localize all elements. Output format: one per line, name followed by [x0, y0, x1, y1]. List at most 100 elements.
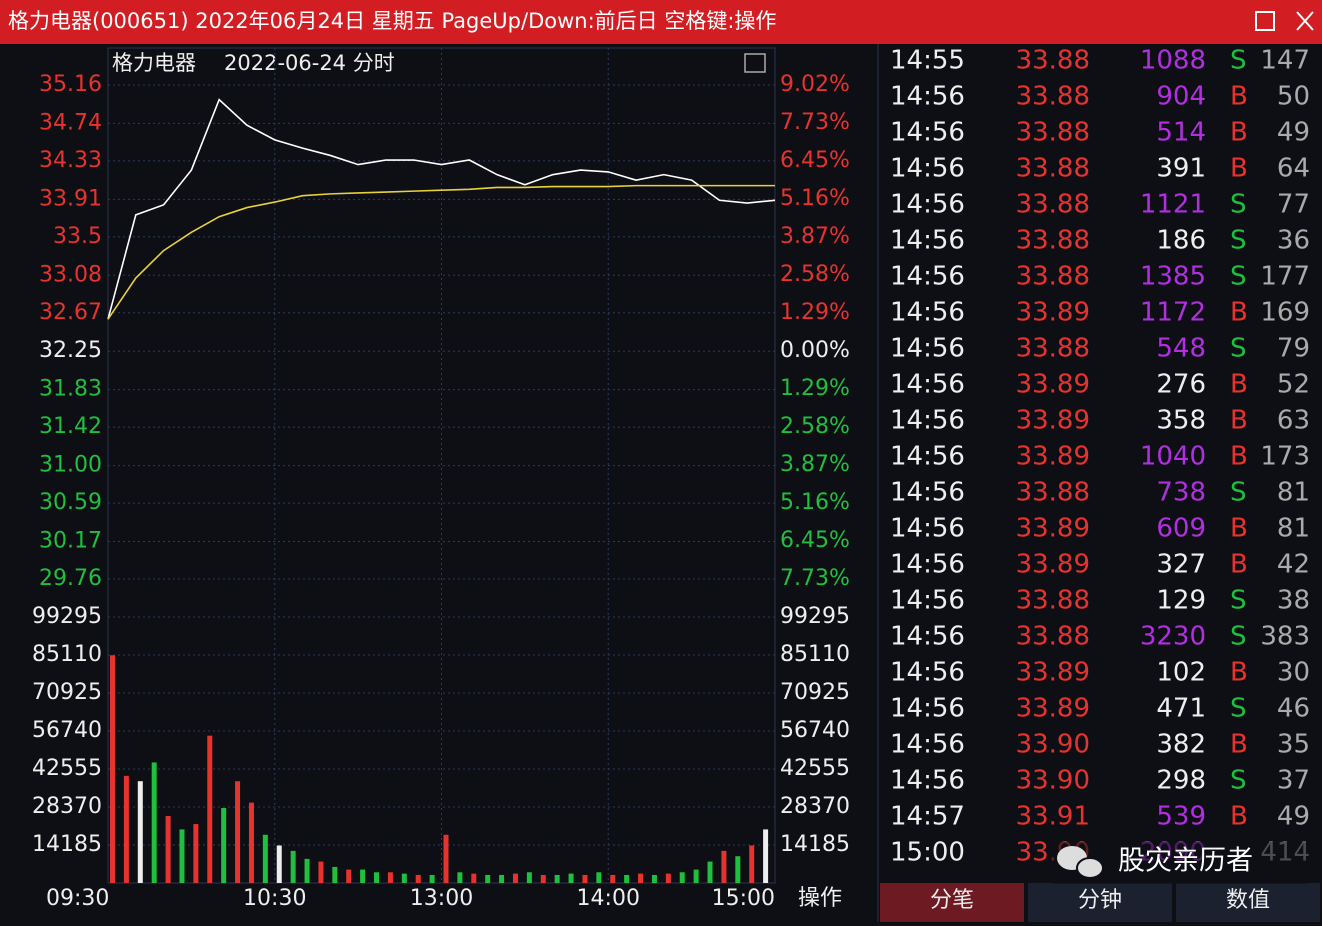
volume-bar: [707, 861, 713, 883]
trade-count: 36: [1277, 226, 1310, 256]
y2-tick-label: 7.73%: [780, 110, 850, 135]
volume-bar: [735, 856, 741, 883]
volume-bar: [207, 735, 213, 883]
volume-bar: [499, 874, 505, 883]
tab[interactable]: [880, 883, 1024, 922]
volume-bar: [165, 816, 171, 883]
trade-count: 38: [1277, 586, 1310, 616]
volume-bar: [443, 834, 449, 883]
trade-price: 33.88: [1016, 478, 1090, 508]
trade-volume: 186: [1156, 226, 1206, 256]
y2-tick-label: 99295: [780, 604, 850, 629]
trade-time: 14:57: [890, 802, 965, 832]
y-tick-label: 56740: [32, 718, 102, 743]
trade-price: 33.89: [1016, 514, 1090, 544]
y-tick-label: 32.25: [39, 338, 102, 363]
trade-side: B: [1230, 370, 1248, 400]
close-button[interactable]: [1296, 11, 1314, 31]
y-tick-label: 28370: [32, 794, 102, 819]
trade-time: 14:56: [890, 298, 965, 328]
y2-tick-label: 1.29%: [780, 376, 850, 401]
trade-time: 15:00: [890, 838, 965, 868]
side-label[interactable]: 操作: [798, 886, 842, 911]
trade-count: 35: [1277, 730, 1310, 760]
trade-count: 50: [1277, 82, 1310, 112]
volume-bar: [221, 807, 227, 883]
trade-price: 33.89: [1016, 550, 1090, 580]
volume-bar: [318, 861, 324, 883]
tab-label[interactable]: 数值: [1226, 888, 1270, 913]
x-tick-label: 13:00: [410, 886, 473, 911]
trade-side: B: [1230, 658, 1248, 688]
y2-tick-label: 3.87%: [780, 224, 850, 249]
trade-time: 14:56: [890, 154, 965, 184]
volume-bar: [679, 872, 685, 883]
trade-time: 14:56: [890, 478, 965, 508]
price-line: [107, 184, 775, 320]
y-tick-label: 30.59: [39, 490, 102, 515]
maximize-button[interactable]: [1255, 11, 1275, 31]
y2-tick-label: 42555: [780, 756, 850, 781]
volume-bar: [137, 781, 143, 883]
volume-bar: [693, 869, 699, 883]
y-tick-label: 31.42: [39, 414, 102, 439]
trade-volume: 129: [1156, 586, 1206, 616]
volume-bar: [763, 829, 769, 883]
trade-time: 14:56: [890, 118, 965, 148]
y2-tick-label: 85110: [780, 642, 850, 667]
trade-count: 63: [1277, 406, 1310, 436]
trade-price: 33.89: [1016, 370, 1090, 400]
x-tick-label: 15:00: [712, 886, 775, 911]
trade-price: 33.89: [1016, 406, 1090, 436]
y2-tick-label: 5.16%: [780, 490, 850, 515]
trade-count: 177: [1260, 262, 1310, 292]
trade-volume: 514: [1156, 118, 1206, 148]
trade-side: S: [1230, 190, 1247, 220]
tab[interactable]: [1028, 883, 1172, 922]
y-tick-label: 42555: [32, 756, 102, 781]
trade-count: 49: [1277, 802, 1310, 832]
volume-bar: [290, 850, 296, 883]
trade-time: 14:56: [890, 550, 965, 580]
volume-bar: [235, 781, 241, 883]
trade-side: S: [1230, 226, 1247, 256]
trade-volume: 548: [1156, 334, 1206, 364]
volume-bar: [554, 874, 560, 883]
y2-tick-label: 2.58%: [780, 414, 850, 439]
volume-bar: [540, 874, 546, 883]
trade-volume: 327: [1156, 550, 1206, 580]
y-tick-label: 31.00: [39, 453, 102, 478]
trade-price: 33.89: [1016, 694, 1090, 724]
tab-label[interactable]: 分钟: [1078, 888, 1122, 913]
trade-side: S: [1230, 262, 1247, 292]
y-tick-label: 35.16: [39, 72, 102, 97]
trade-time: 14:56: [890, 622, 965, 652]
price-line: [107, 98, 776, 320]
volume-bar: [401, 873, 407, 883]
toggle-button[interactable]: [744, 53, 766, 73]
tab[interactable]: [1176, 883, 1320, 922]
trade-price: 33.88: [1016, 118, 1090, 148]
trade-side: B: [1230, 730, 1248, 760]
chart-subtitle: 2022-06-24 分时: [224, 51, 395, 75]
y-tick-label: 85110: [32, 642, 102, 667]
trade-side: B: [1230, 550, 1248, 580]
y-tick-label: 70925: [32, 680, 102, 705]
trade-volume: 1121: [1140, 190, 1206, 220]
trade-count: 81: [1277, 514, 1310, 544]
tab-label[interactable]: 分笔: [930, 888, 974, 913]
trade-side: S: [1230, 694, 1247, 724]
y2-tick-label: 9.02%: [780, 72, 850, 97]
trade-volume: 471: [1156, 694, 1206, 724]
volume-bar: [415, 874, 421, 883]
trade-time: 14:56: [890, 658, 965, 688]
trade-side: B: [1230, 802, 1248, 832]
y-tick-label: 31.83: [39, 377, 102, 402]
volume-bar: [596, 872, 602, 883]
trade-side: S: [1230, 478, 1247, 508]
trade-time: 14:56: [890, 370, 965, 400]
trade-count: 169: [1260, 298, 1310, 328]
trade-time: 14:56: [890, 694, 965, 724]
trade-count: 37: [1277, 766, 1310, 796]
